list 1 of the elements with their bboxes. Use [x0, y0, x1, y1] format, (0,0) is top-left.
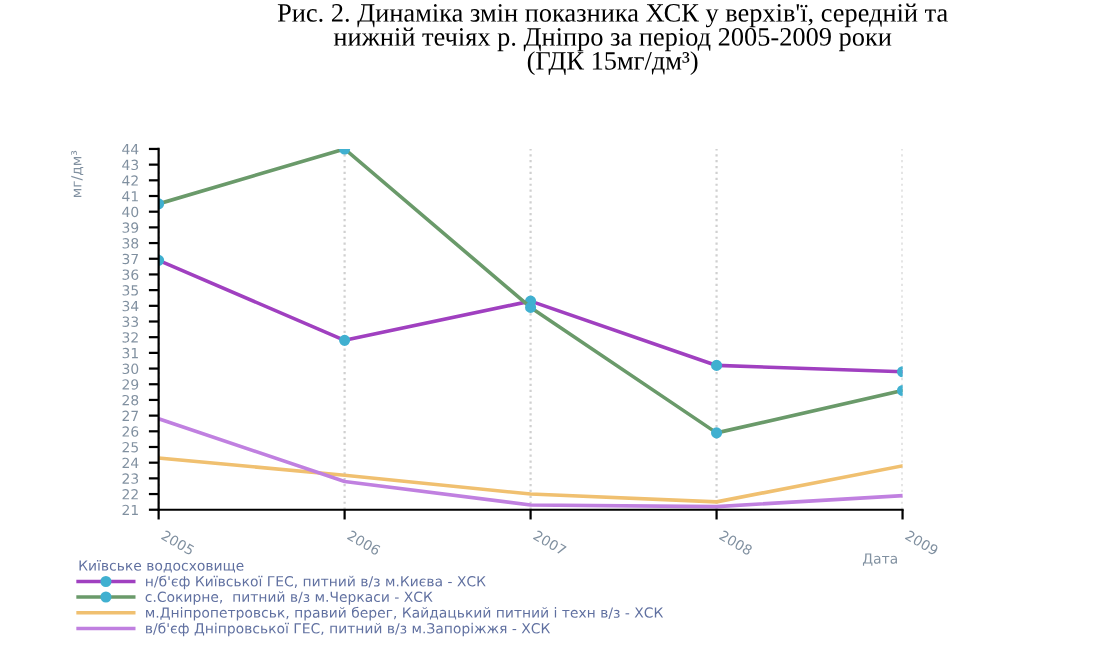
- chart-title: Рис. 2. Динаміка змін показника ХСК у верхів'ї, середній та нижній течіях р. Дніпро за період 2005-2009 роки (ГДК 15мг/дм³): [277, 3, 948, 76]
